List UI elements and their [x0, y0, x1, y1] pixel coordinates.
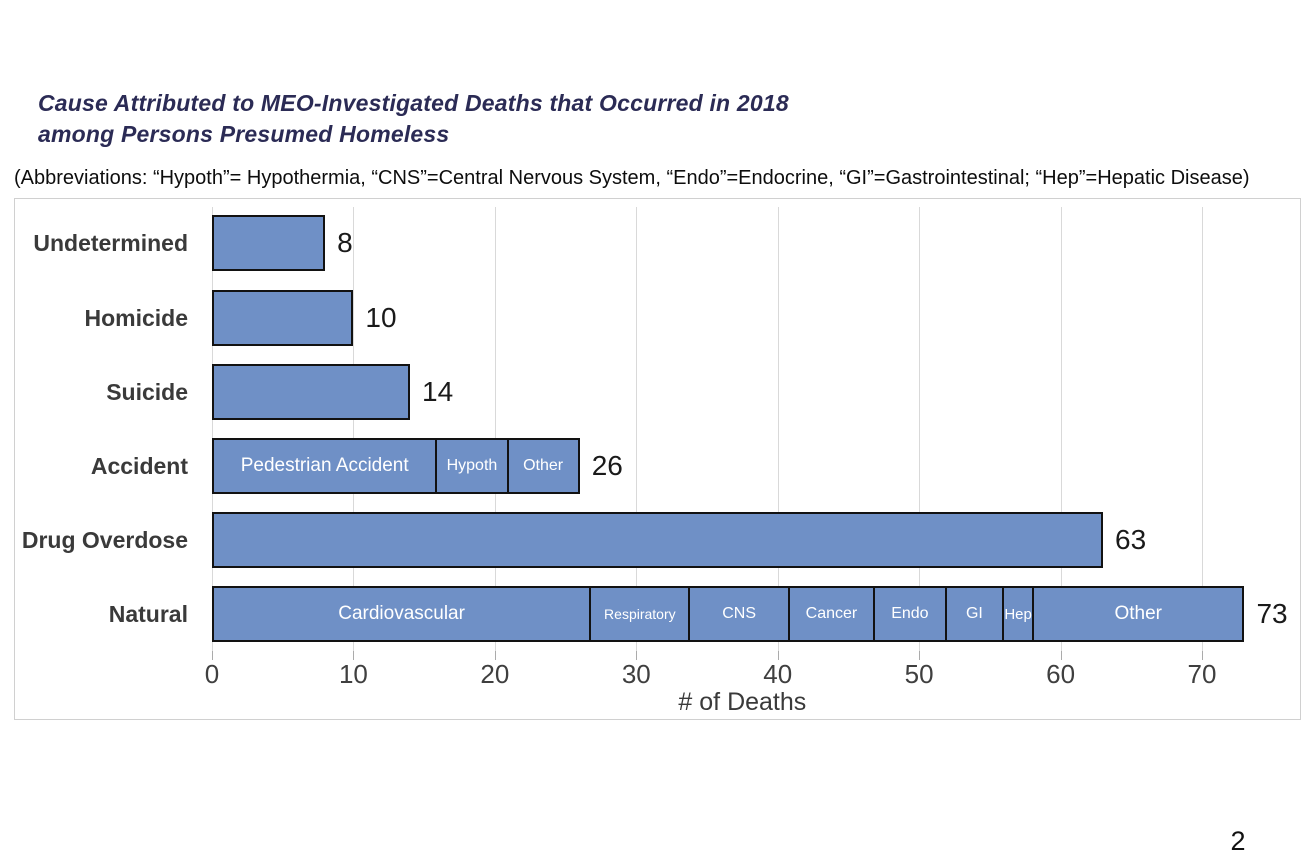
bar-undetermined: [212, 215, 326, 271]
segment-label: Other: [523, 457, 564, 474]
axis-tick-70: [1202, 651, 1203, 660]
segment-drug-overdose: [214, 514, 1101, 566]
segment-label: Cancer: [805, 605, 858, 622]
gridline-50: [919, 207, 921, 651]
abbreviations-note: (Abbreviations: “Hypoth”= Hypothermia, “…: [14, 167, 1250, 189]
axis-tick-40: [777, 651, 779, 660]
value-label-accident: 26: [591, 450, 623, 481]
category-label-drug-overdose: Drug Overdose: [21, 527, 188, 553]
x-tick-label-60: 60: [1046, 659, 1076, 689]
axis-tick-50: [919, 651, 921, 660]
x-tick-label-20: 20: [480, 659, 510, 689]
category-label-suicide: Suicide: [106, 379, 188, 405]
segment-cns: CNS: [690, 588, 790, 640]
bar-homicide: [212, 290, 354, 346]
gridline-70: [1202, 207, 1203, 651]
segment-label: Other: [1114, 603, 1162, 624]
x-tick-label-40: 40: [763, 659, 793, 689]
x-tick-label-10: 10: [338, 659, 368, 689]
category-label-undetermined: Undetermined: [33, 230, 188, 256]
chart-title: Cause Attributed to MEO-Investigated Dea…: [38, 90, 789, 147]
x-axis-title: # of Deaths: [678, 688, 807, 716]
segment-endo: Endo: [875, 588, 947, 640]
x-tick-label-70: 70: [1187, 659, 1217, 689]
segment-hep: Hep: [1004, 588, 1034, 640]
axis-tick-20: [494, 651, 496, 660]
segment-hypoth: Hypoth: [437, 440, 509, 492]
gridline-60: [1060, 207, 1062, 651]
bar-suicide: [212, 364, 410, 420]
x-tick-label-0: 0: [204, 659, 220, 689]
gridline-30: [636, 207, 638, 651]
gridline-40: [777, 207, 779, 651]
segment-label: CNS: [722, 605, 757, 622]
segment-respiratory: Respiratory: [591, 588, 691, 640]
category-label-accident: Accident: [90, 453, 188, 479]
gridline-20: [494, 207, 496, 651]
segment-pedestrian-accident: Pedestrian Accident: [214, 440, 438, 492]
axis-tick-30: [636, 651, 638, 660]
bar-chart: 0 10 20 30 40 50 60 70 Undetermined 8 Homicide 10 Su…: [14, 198, 1301, 720]
segment-label: Hypoth: [446, 457, 498, 474]
axis-tick-60: [1060, 651, 1062, 660]
gridline-0: [212, 207, 213, 651]
segment-cardiovascular: Cardiovascular: [214, 588, 592, 640]
category-label-homicide: Homicide: [84, 305, 188, 331]
bar-drug-overdose: [212, 512, 1103, 568]
page-number: 2: [1230, 826, 1246, 856]
axis-tick-0: [212, 651, 213, 660]
value-label-undetermined: 8: [337, 227, 353, 258]
segment-label: Hep: [1004, 605, 1032, 623]
bar-natural: Cardiovascular Respiratory CNS Cancer Endo GI…: [212, 586, 1245, 642]
segment-homicide: [214, 292, 352, 344]
value-label-drug-overdose: 63: [1115, 524, 1147, 555]
segment-label: Respiratory: [604, 606, 676, 622]
segment-suicide: [214, 366, 408, 418]
segment-label: GI: [965, 605, 983, 622]
x-tick-label-30: 30: [621, 659, 651, 689]
segment-undetermined: [214, 217, 324, 269]
segment-other: Other: [1034, 588, 1243, 640]
segment-label: Cardiovascular: [338, 603, 465, 624]
segment-label: Endo: [891, 605, 929, 622]
axis-tick-10: [353, 651, 355, 660]
segment-cancer: Cancer: [789, 588, 876, 640]
x-tick-label-50: 50: [904, 659, 934, 689]
value-label-suicide: 14: [422, 376, 454, 407]
value-label-homicide: 10: [365, 302, 397, 333]
segment-label: Pedestrian Accident: [240, 455, 409, 476]
category-label-natural: Natural: [108, 601, 188, 627]
bar-accident: Pedestrian Accident Hypoth Other: [212, 438, 580, 494]
segment-gi: GI: [946, 588, 1005, 640]
value-label-natural: 73: [1256, 598, 1288, 629]
gridline-10: [353, 207, 355, 651]
segment-other: Other: [508, 440, 578, 492]
